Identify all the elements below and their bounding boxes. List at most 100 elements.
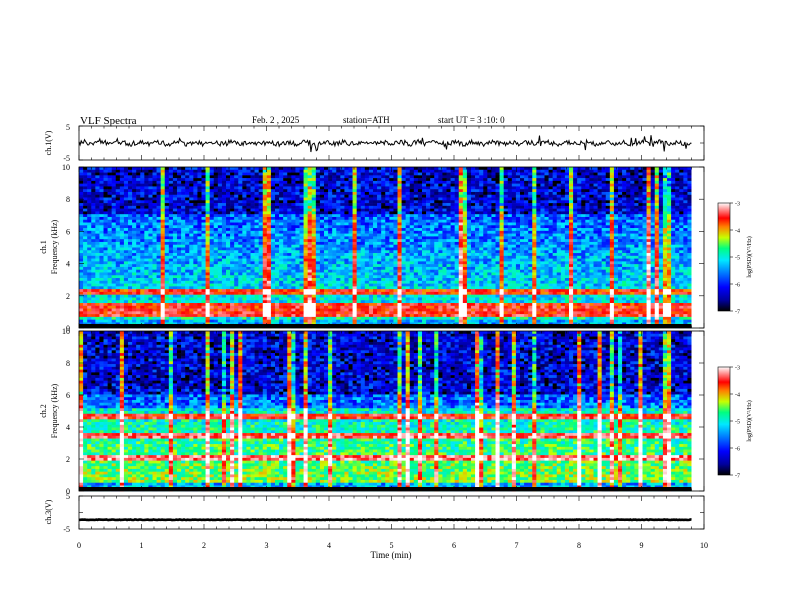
spectrogram-cell (181, 184, 185, 187)
spectrogram-cell (99, 203, 103, 206)
spectrogram-cell (500, 206, 504, 209)
spectrogram-cell (291, 189, 295, 192)
spectrogram-cell (410, 250, 414, 253)
spectrogram-cell (557, 248, 561, 251)
spectrogram-cell (238, 253, 242, 256)
spectrogram-cell (471, 236, 475, 239)
spectrogram-cell (136, 170, 140, 173)
spectrogram-cell (287, 203, 291, 206)
spectrogram-cell (622, 242, 626, 245)
spectrogram-cell (361, 206, 365, 209)
spectrogram-cell (361, 178, 365, 181)
spectrogram-cell (667, 175, 671, 178)
spectrogram-cell (577, 225, 581, 228)
spectrogram-cell (128, 170, 132, 173)
spectrogram-cell (500, 248, 504, 251)
spectrogram-cell (271, 256, 275, 259)
spectrogram-cell (389, 234, 393, 237)
spectrogram-cell (332, 173, 336, 176)
spectrogram-cell (161, 211, 165, 214)
spectrogram-cell (312, 220, 316, 223)
spectrogram-cell (120, 181, 124, 184)
spectrogram-cell (528, 253, 532, 256)
spectrogram-cell (140, 250, 144, 253)
spectrogram-cell (234, 220, 238, 223)
spectrogram-cell (210, 242, 214, 245)
spectrogram-cell (230, 239, 234, 242)
spectrogram-cell (540, 192, 544, 195)
spectrogram-cell (659, 253, 663, 256)
spectrogram-cell (553, 245, 557, 248)
spectrogram-cell (655, 239, 659, 242)
spectrogram-cell (169, 245, 173, 248)
spectrogram-cell (246, 225, 250, 228)
spectrogram-cell (414, 200, 418, 203)
spectrogram-cell (104, 248, 108, 251)
spectrogram-cell (414, 181, 418, 184)
spectrogram-cell (291, 231, 295, 234)
spectrogram-cell (91, 198, 95, 201)
spectrogram-cell (242, 192, 246, 195)
spectrogram-cell (365, 195, 369, 198)
spectrogram-cell (402, 181, 406, 184)
spectrogram-cell (487, 231, 491, 234)
spectrogram-cell (679, 192, 683, 195)
spectrogram-cell (316, 198, 320, 201)
spectrogram-cell (181, 198, 185, 201)
spectrogram-cell (377, 234, 381, 237)
spectrogram-cell (459, 198, 463, 201)
spectrogram-cell (279, 175, 283, 178)
spectrogram-cell (332, 195, 336, 198)
spectrogram-cell (442, 211, 446, 214)
spectrogram-cell (422, 214, 426, 217)
spectrogram-cell (638, 250, 642, 253)
spectrogram-cell (430, 242, 434, 245)
spectrogram-cell (455, 214, 459, 217)
spectrogram-cell (189, 175, 193, 178)
spectrogram-cell (140, 239, 144, 242)
spectrogram-cell (181, 223, 185, 226)
spectrogram-cell (577, 250, 581, 253)
spectrogram-cell (536, 195, 540, 198)
spectrogram-cell (255, 250, 259, 253)
spectrogram-cell (324, 186, 328, 189)
spectrogram-cell (206, 211, 210, 214)
spectrogram-cell (242, 225, 246, 228)
spectrogram-cell (255, 217, 259, 220)
spectrogram-cell (197, 181, 201, 184)
spectrogram-cell (606, 167, 610, 170)
spectrogram-cell (353, 253, 357, 256)
spectrogram-cell (308, 250, 312, 253)
spectrogram-cell (328, 200, 332, 203)
spectrogram-cell (679, 167, 683, 170)
spectrogram-cell (594, 245, 598, 248)
spectrogram-cell (148, 236, 152, 239)
spectrogram-cell (263, 173, 267, 176)
spectrogram-cell (675, 231, 679, 234)
spectrogram-cell (181, 239, 185, 242)
spectrogram-cell (263, 184, 267, 187)
spectrogram-cell (91, 248, 95, 251)
spectrogram-cell (540, 209, 544, 212)
spectrogram-cell (308, 178, 312, 181)
spectrogram-cell (287, 223, 291, 226)
spectrogram-cell (618, 248, 622, 251)
spectrogram-cell (675, 186, 679, 189)
spectrogram-cell (459, 206, 463, 209)
spectrogram-cell (667, 195, 671, 198)
spectrogram-cell (291, 200, 295, 203)
spectrogram-cell (226, 170, 230, 173)
spectrogram-cell (398, 239, 402, 242)
spectrogram-cell (577, 231, 581, 234)
spectrogram-cell (536, 231, 540, 234)
spectrogram-cell (504, 184, 508, 187)
spectrogram-cell (87, 209, 91, 212)
spectrogram-cell (663, 178, 667, 181)
spectrogram-cell (157, 186, 161, 189)
spectrogram-cell (185, 184, 189, 187)
spectrogram-cell (414, 242, 418, 245)
spectrogram-cell (340, 211, 344, 214)
spectrogram-cell (344, 178, 348, 181)
spectrogram-cell (614, 220, 618, 223)
spectrogram-cell (324, 214, 328, 217)
